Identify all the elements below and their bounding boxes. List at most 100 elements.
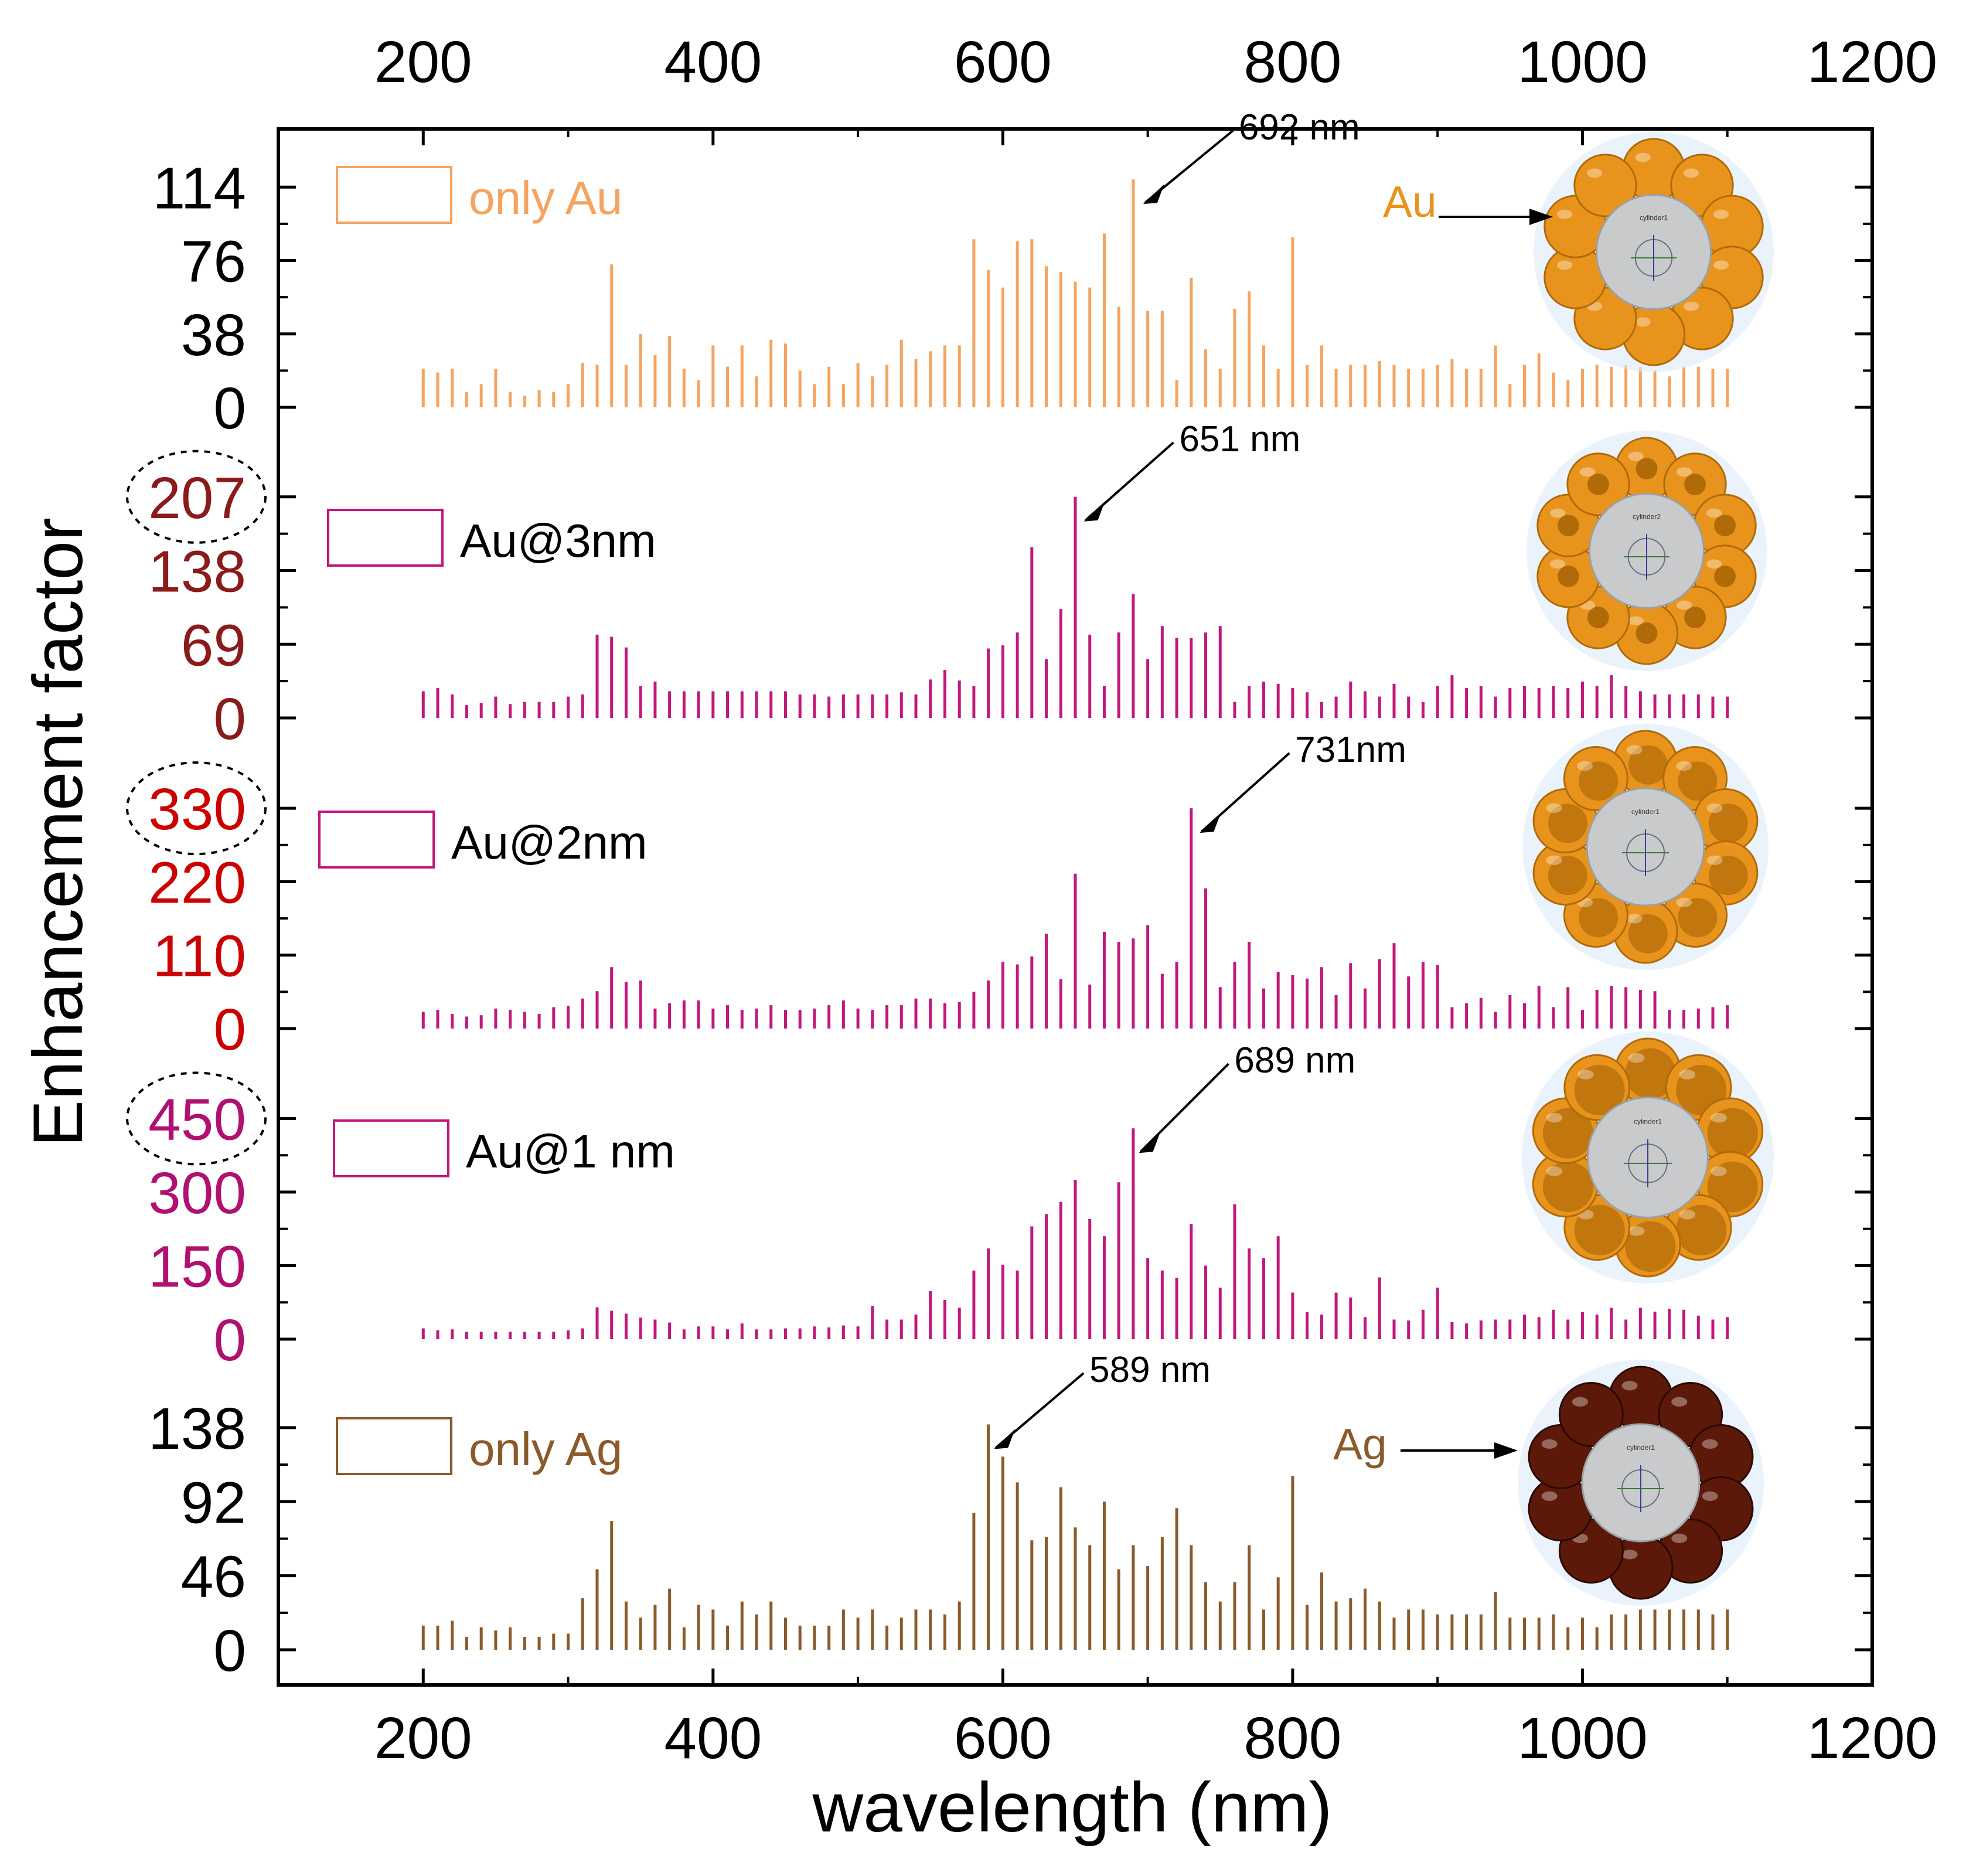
shell-cavity <box>1625 1048 1676 1099</box>
sphere-highlight <box>1556 260 1573 270</box>
shell-cavity <box>1708 856 1748 896</box>
legend-swatch <box>333 1119 449 1177</box>
shell-cavity <box>1548 856 1587 896</box>
y-tick-label: 450 <box>148 1087 246 1152</box>
shell-cavity <box>1574 1204 1625 1256</box>
y-tick-label: 300 <box>148 1160 246 1226</box>
sphere-highlight <box>1679 1070 1696 1080</box>
sphere-highlight <box>1621 1550 1638 1560</box>
material-label: Ag <box>1333 1419 1387 1469</box>
axes-layer: 200 200 400 400 600 600 800 800 1000 1000 1200 1200… <box>126 29 1937 1771</box>
panel-4: only Ag 589 nm <box>336 1350 1729 1650</box>
sphere-highlight <box>1706 855 1723 865</box>
core-hole <box>1636 458 1658 480</box>
sphere-highlight <box>1628 1053 1645 1063</box>
shell-cavity <box>1574 1064 1625 1116</box>
sphere-highlight <box>1702 1439 1718 1449</box>
circled-max-marker <box>126 1071 267 1166</box>
material-arrowhead <box>1494 1442 1518 1459</box>
sphere-highlight <box>1671 1533 1688 1543</box>
circled-max-marker <box>126 761 267 856</box>
sphere-highlight <box>1711 1112 1727 1123</box>
x-tick-label-top: 200 <box>374 29 472 95</box>
sphere-highlight <box>1546 803 1562 813</box>
x-tick-label-top: 800 <box>1243 29 1341 95</box>
peak-arrowhead <box>1200 813 1221 833</box>
panel-1: Au@3nm 651 nm <box>327 419 1729 718</box>
sphere-highlight <box>1541 1439 1558 1449</box>
y-tick-label: 207 <box>148 465 246 531</box>
legend-swatch <box>336 1417 452 1475</box>
legend-label: only Au <box>469 172 622 224</box>
sphere-highlight <box>1635 152 1651 162</box>
shell-cavity <box>1625 1221 1676 1272</box>
x-tick-label-top: 1200 <box>1807 29 1937 95</box>
x-tick-label-bottom: 600 <box>954 1705 1052 1771</box>
legend-label: only Ag <box>469 1423 622 1475</box>
sphere-highlight <box>1576 761 1593 771</box>
sphere-highlight <box>1679 1209 1696 1220</box>
legend-swatch <box>336 166 452 224</box>
peak-label: 651 nm <box>1179 419 1300 459</box>
y-tick-label: 0 <box>213 1308 246 1373</box>
inset-label: cylinder1 <box>1627 1443 1655 1452</box>
core-hole <box>1684 607 1706 629</box>
nanostructure-inset-1: cylinder2 <box>1527 431 1767 671</box>
sphere-highlight <box>1541 1491 1558 1501</box>
shell-cavity <box>1678 898 1718 938</box>
insets-layer: cylinder1 cylinder2 cylinder1 cylinder1 cyli… <box>1333 132 1774 1606</box>
sphere-highlight <box>1546 1166 1563 1176</box>
sphere-highlight <box>1556 209 1573 219</box>
sphere-highlight <box>1676 761 1692 771</box>
legend-swatch <box>318 811 435 869</box>
sphere-highlight <box>1683 301 1699 311</box>
core-hole <box>1587 473 1609 495</box>
peak-arrowhead <box>1083 501 1105 522</box>
y-tick-label: 0 <box>213 376 246 441</box>
x-tick-label-bottom: 800 <box>1243 1705 1341 1771</box>
legend-label: Au@3nm <box>460 515 656 567</box>
nanostructure-inset-2: cylinder1 <box>1522 724 1769 970</box>
y-tick-label: 330 <box>148 777 246 842</box>
nanosphere <box>1573 154 1637 217</box>
y-tick-label: 150 <box>148 1234 246 1299</box>
legend-label: Au@1 nm <box>466 1125 675 1177</box>
sphere-highlight <box>1628 451 1644 461</box>
y-tick-label: 0 <box>213 1618 246 1684</box>
peak-label: 589 nm <box>1089 1350 1211 1390</box>
shell-cavity <box>1579 898 1619 938</box>
shell-cavity <box>1707 1108 1758 1159</box>
inset-label: cylinder1 <box>1640 213 1668 222</box>
y-tick-label: 46 <box>181 1544 246 1610</box>
sphere-highlight <box>1713 260 1729 270</box>
nanostructure-inset-4: cylinder1 <box>1518 1360 1764 1606</box>
inset-label: cylinder1 <box>1634 1118 1662 1126</box>
shell-cavity <box>1708 803 1748 843</box>
x-tick-label-bottom: 1000 <box>1517 1705 1647 1771</box>
sphere-highlight <box>1626 914 1643 924</box>
x-tick-label-bottom: 1200 <box>1807 1705 1937 1771</box>
material-arrowhead <box>1529 209 1553 225</box>
nanostructure-inset-0: cylinder1 <box>1534 132 1774 372</box>
sphere-highlight <box>1572 1397 1588 1407</box>
shell-cavity <box>1676 1204 1727 1256</box>
x-tick-label-bottom: 200 <box>374 1705 472 1771</box>
legend-label: Au@2nm <box>451 816 648 869</box>
y-tick-label: 69 <box>181 612 246 678</box>
sphere-highlight <box>1546 1112 1563 1123</box>
sphere-highlight <box>1676 600 1692 610</box>
nanostructure-inset-3: cylinder1 <box>1522 1031 1774 1283</box>
legend-swatch <box>327 509 444 567</box>
core-hole <box>1714 515 1736 537</box>
peak-label: 689 nm <box>1234 1040 1355 1081</box>
core-hole <box>1636 622 1658 644</box>
peak-arrow <box>1140 1063 1229 1153</box>
nanosphere <box>1558 1382 1624 1448</box>
y-tick-label: 0 <box>213 997 246 1063</box>
sphere-highlight <box>1586 168 1603 178</box>
y-tick-label: 38 <box>181 302 246 368</box>
y-tick-label: 0 <box>213 686 246 752</box>
sphere-highlight <box>1711 1166 1727 1176</box>
